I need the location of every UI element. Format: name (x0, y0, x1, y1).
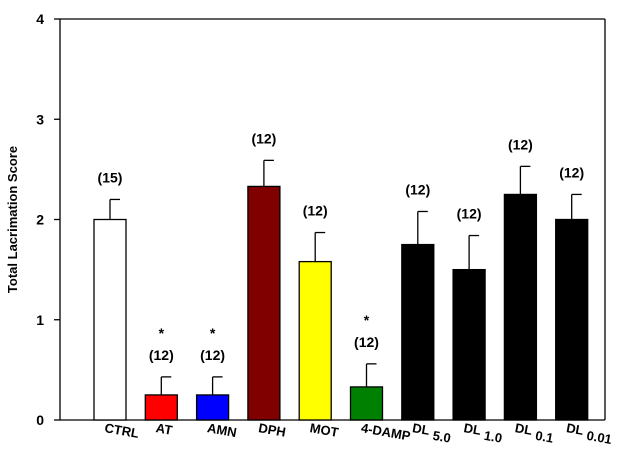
bar (452, 268, 486, 421)
x-tick-label-sub: 0.01 (586, 428, 614, 447)
n-label: (12) (303, 203, 328, 219)
x-tick-label: DL0.01 (564, 420, 613, 447)
n-label: (12) (405, 181, 430, 197)
x-tick-label-sub: 0.1 (534, 428, 554, 446)
y-tick-label: 1 (36, 312, 44, 328)
y-axis-label: Total Lacrimation Score (5, 146, 20, 293)
n-label: (12) (251, 130, 276, 146)
x-tick-label: 4-DAMP (360, 420, 412, 443)
bar (247, 185, 281, 421)
x-tick-label-main: AMN (206, 420, 238, 440)
x-tick-label-main: DL (463, 420, 483, 438)
y-tick-label: 3 (36, 111, 44, 127)
n-label: (12) (559, 164, 584, 180)
x-tick-label: DL1.0 (462, 420, 504, 446)
x-tick-label-main: CTRL (103, 420, 140, 441)
x-tick-label: AMN (206, 420, 238, 440)
n-label: (15) (98, 169, 123, 185)
x-tick-label-main: DPH (257, 420, 287, 440)
y-tick-label: 4 (36, 11, 44, 27)
x-tick-label-main: DL (411, 420, 431, 438)
significance-star: * (210, 325, 216, 341)
bar (401, 243, 435, 421)
x-tick-label-main: AT (155, 420, 174, 438)
n-label: (12) (200, 347, 225, 363)
x-tick-label-main: MOT (309, 420, 340, 440)
bar (144, 394, 178, 421)
bar (93, 218, 127, 421)
n-label: (12) (457, 206, 482, 222)
labels: (15) CTRL (12) * AT (12) * AMN (12) DPH (12) MOT (12… (98, 130, 613, 447)
n-label: (12) (149, 347, 174, 363)
significance-star: * (364, 312, 370, 328)
y-tick-label: 2 (36, 212, 44, 228)
x-tick-label-sub: 1.0 (483, 428, 503, 446)
x-tick-label-sub: 5.0 (432, 428, 452, 446)
x-tick-label: CTRL (103, 420, 140, 441)
n-label: (12) (354, 334, 379, 350)
bar (195, 394, 230, 421)
x-tick-label-main: DL (565, 420, 585, 438)
x-tick-label: MOT (309, 420, 340, 440)
bars (93, 159, 589, 421)
bar (349, 386, 384, 421)
bar (298, 260, 332, 421)
x-tick-label: DL0.1 (513, 420, 555, 446)
x-tick-label: DL5.0 (411, 420, 453, 446)
y-tick-label: 0 (36, 412, 44, 428)
bar (503, 193, 538, 421)
x-tick-label: AT (155, 420, 174, 438)
x-tick-label-main: DL (514, 420, 534, 438)
significance-star: * (159, 325, 165, 341)
bar (555, 218, 589, 421)
x-tick-label: DPH (257, 420, 287, 440)
x-tick-label-main: 4-DAMP (360, 420, 412, 443)
n-label: (12) (508, 136, 533, 152)
